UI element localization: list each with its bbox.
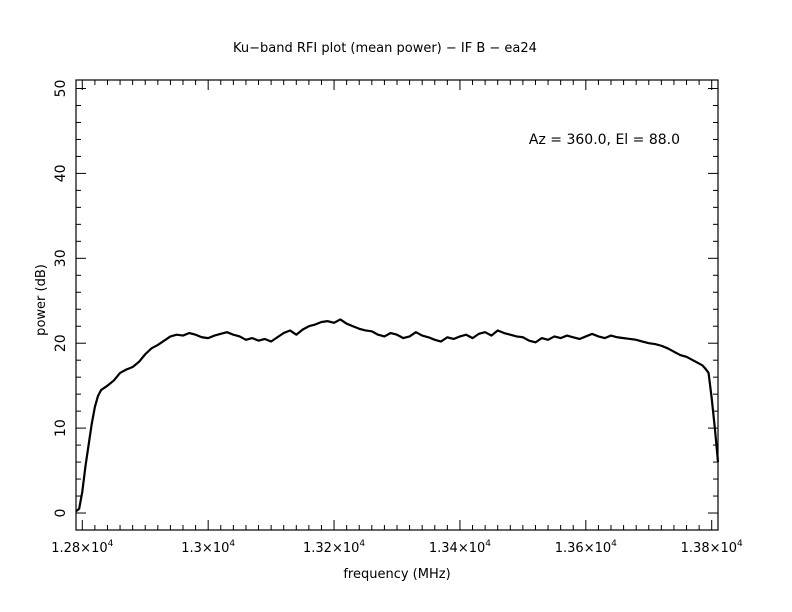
y-tick-label: 40 (53, 164, 69, 182)
chart-title: Ku−band RFI plot (mean power) − IF B − e… (233, 41, 537, 56)
x-tick-label: 1.34×104 (429, 539, 491, 556)
ticks: 0 10 20 30 40 50 1.28×104 1.3×104 1.32×104 1.34×1… (51, 80, 743, 556)
x-tick-label: 1.28×104 (51, 539, 113, 556)
plot-frame (75, 79, 719, 531)
series-line-0 (75, 318, 720, 513)
x-axis-label: frequency (MHz) (343, 567, 450, 582)
chart-annotation: Az = 360.0, El = 88.0 (529, 132, 680, 148)
series-layer (75, 318, 720, 513)
x-tick-label: 1.3×104 (181, 539, 235, 556)
y-tick-label: 0 (53, 509, 69, 518)
y-tick-label: 50 (53, 80, 69, 98)
x-tick-label: 1.36×104 (555, 539, 617, 556)
x-tick-label: 1.32×104 (303, 539, 365, 556)
y-tick-label: 10 (53, 419, 69, 437)
y-tick-label: 20 (53, 334, 69, 352)
x-tick-label: 1.38×104 (681, 539, 743, 556)
y-tick-label: 30 (53, 249, 69, 267)
y-axis-label: power (dB) (34, 264, 49, 336)
